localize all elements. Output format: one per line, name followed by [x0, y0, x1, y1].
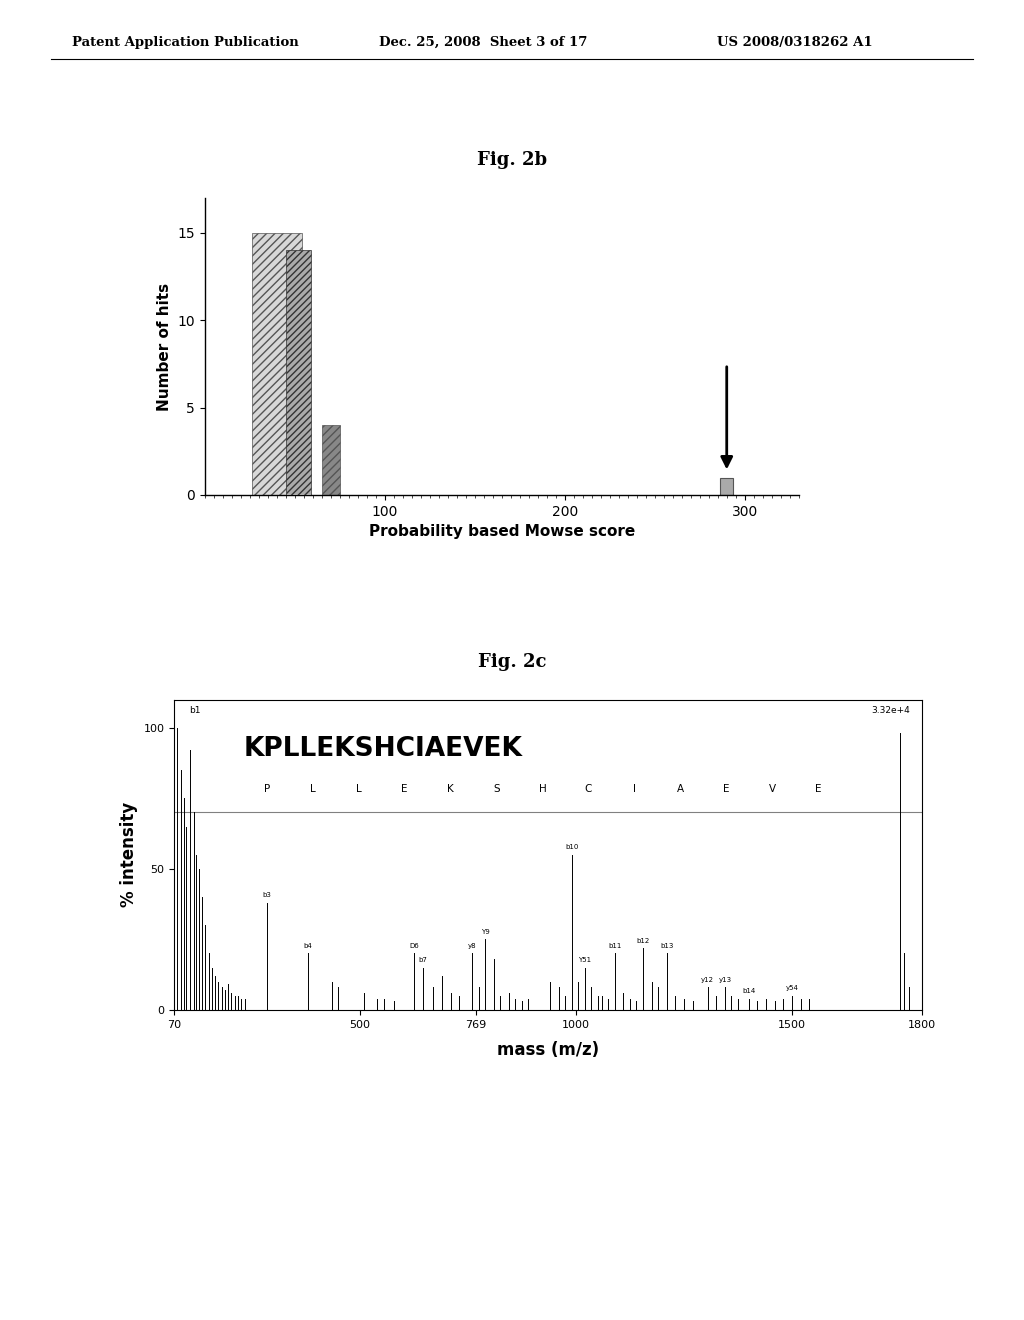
Text: E: E [723, 784, 729, 795]
Text: Y9: Y9 [481, 929, 489, 935]
Text: Patent Application Publication: Patent Application Publication [72, 36, 298, 49]
X-axis label: mass (m/z): mass (m/z) [497, 1040, 599, 1059]
Text: b1: b1 [189, 706, 201, 715]
Bar [322, 425, 340, 495]
Bar [286, 251, 311, 495]
Text: D6: D6 [409, 944, 419, 949]
Bar [721, 478, 733, 495]
Text: K: K [447, 784, 454, 795]
Y-axis label: % intensity: % intensity [120, 803, 138, 907]
Text: Dec. 25, 2008  Sheet 3 of 17: Dec. 25, 2008 Sheet 3 of 17 [379, 36, 587, 49]
Text: H: H [539, 784, 547, 795]
Y-axis label: Number of hits: Number of hits [157, 282, 172, 411]
Text: S: S [494, 784, 500, 795]
Text: A: A [677, 784, 684, 795]
Text: Fig. 2b: Fig. 2b [477, 150, 547, 169]
Text: US 2008/0318262 A1: US 2008/0318262 A1 [717, 36, 872, 49]
Text: V: V [768, 784, 775, 795]
X-axis label: Probability based Mowse score: Probability based Mowse score [369, 524, 635, 540]
Text: b10: b10 [565, 845, 579, 850]
Text: P: P [264, 784, 270, 795]
Text: KPLLEKSHCIAEVEK: KPLLEKSHCIAEVEK [244, 737, 522, 762]
Text: b13: b13 [660, 944, 674, 949]
Text: C: C [585, 784, 592, 795]
Text: b12: b12 [636, 937, 649, 944]
Text: b4: b4 [304, 944, 312, 949]
Text: b11: b11 [608, 944, 622, 949]
Text: L: L [310, 784, 315, 795]
Text: y8: y8 [468, 944, 476, 949]
Text: b3: b3 [262, 892, 271, 899]
Text: E: E [401, 784, 408, 795]
Text: b7: b7 [418, 957, 427, 964]
Text: E: E [815, 784, 821, 795]
Text: Y51: Y51 [578, 957, 591, 964]
Text: L: L [356, 784, 361, 795]
Text: Fig. 2c: Fig. 2c [478, 652, 546, 671]
Text: y12: y12 [701, 977, 714, 983]
Text: b14: b14 [742, 989, 756, 994]
Bar [252, 232, 302, 495]
Text: I: I [633, 784, 636, 795]
Text: y54: y54 [785, 986, 799, 991]
Text: 3.32e+4: 3.32e+4 [871, 706, 910, 715]
Text: y13: y13 [719, 977, 731, 983]
